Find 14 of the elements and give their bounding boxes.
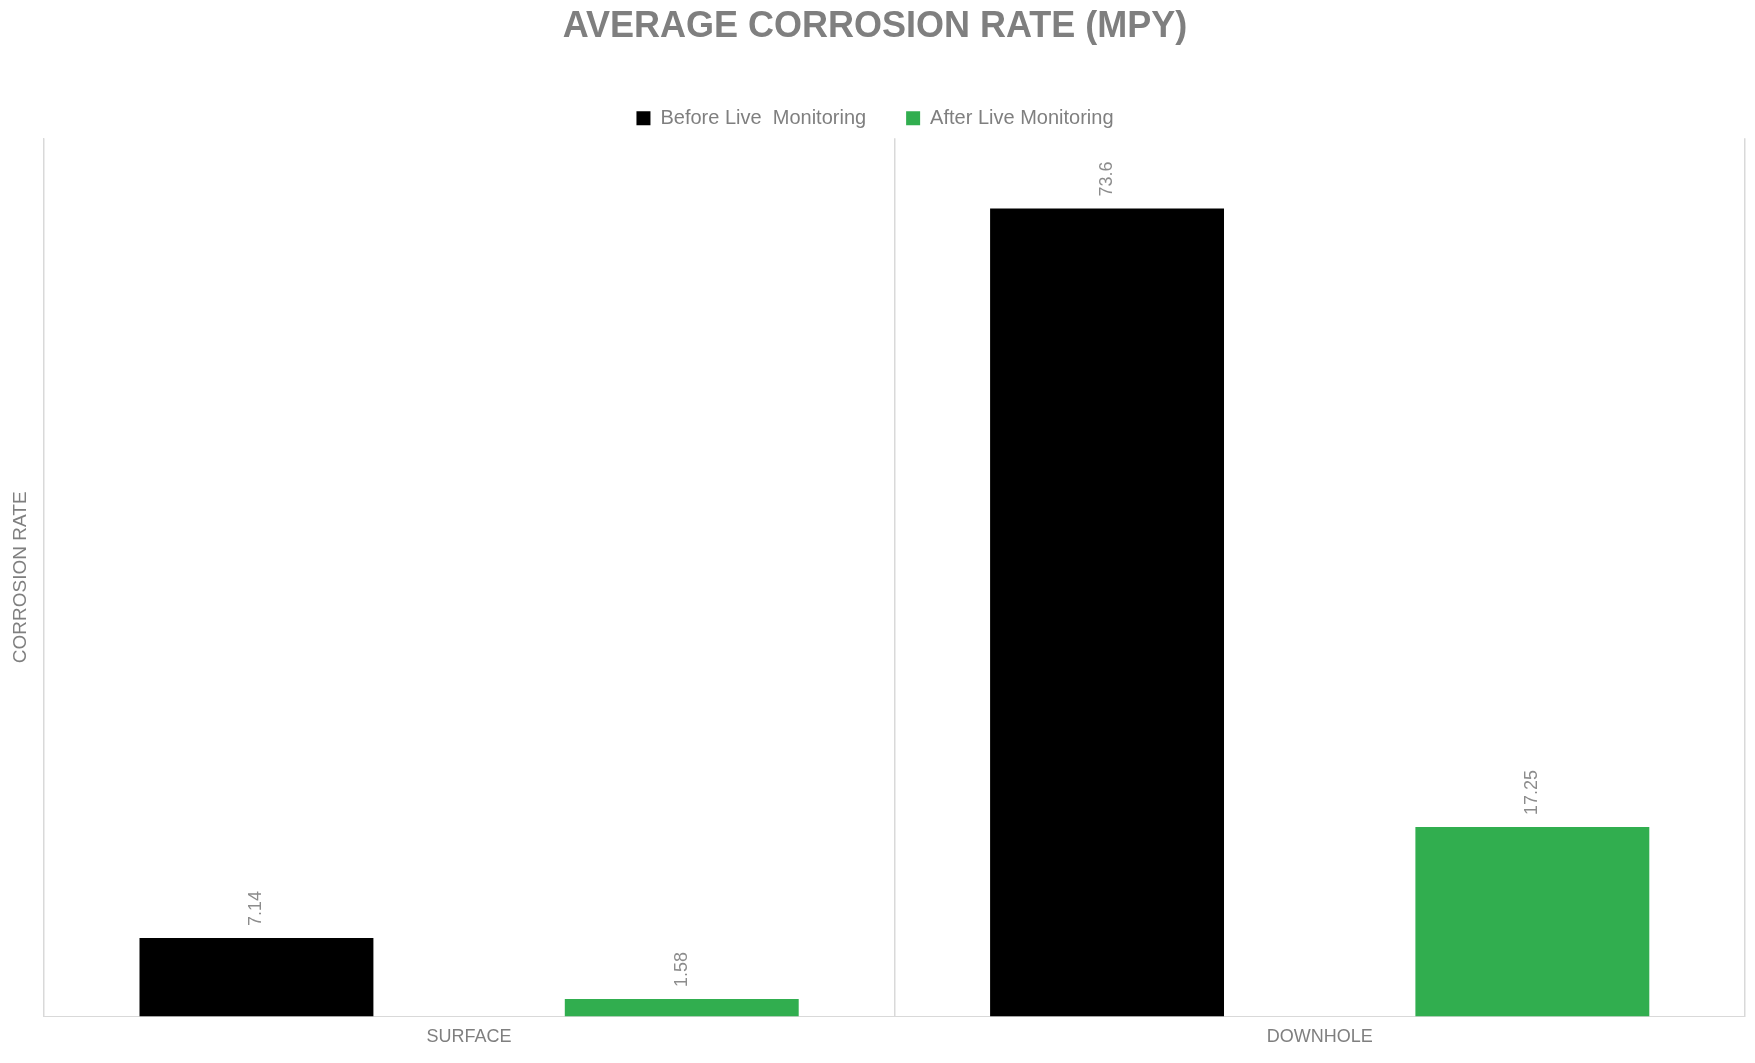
data-label: 17.25 [1521,769,1542,816]
data-label: 73.6 [1096,161,1117,197]
legend-label: After Live Monitoring [930,105,1114,128]
data-label: 7.14 [245,890,266,927]
bar [564,999,799,1017]
x-tick-label: SURFACE [426,1026,512,1047]
y-axis-title: CORROSION RATE [8,491,30,664]
bar [990,208,1225,1017]
legend-label: Before Live Monitoring [660,105,867,128]
x-tick-label: DOWNHOLE [1266,1026,1373,1047]
chart-title: AVERAGE CORROSION RATE (MPY) [562,3,1188,45]
data-label: 1.58 [670,952,691,988]
bar [1415,827,1650,1017]
bar [139,938,374,1017]
